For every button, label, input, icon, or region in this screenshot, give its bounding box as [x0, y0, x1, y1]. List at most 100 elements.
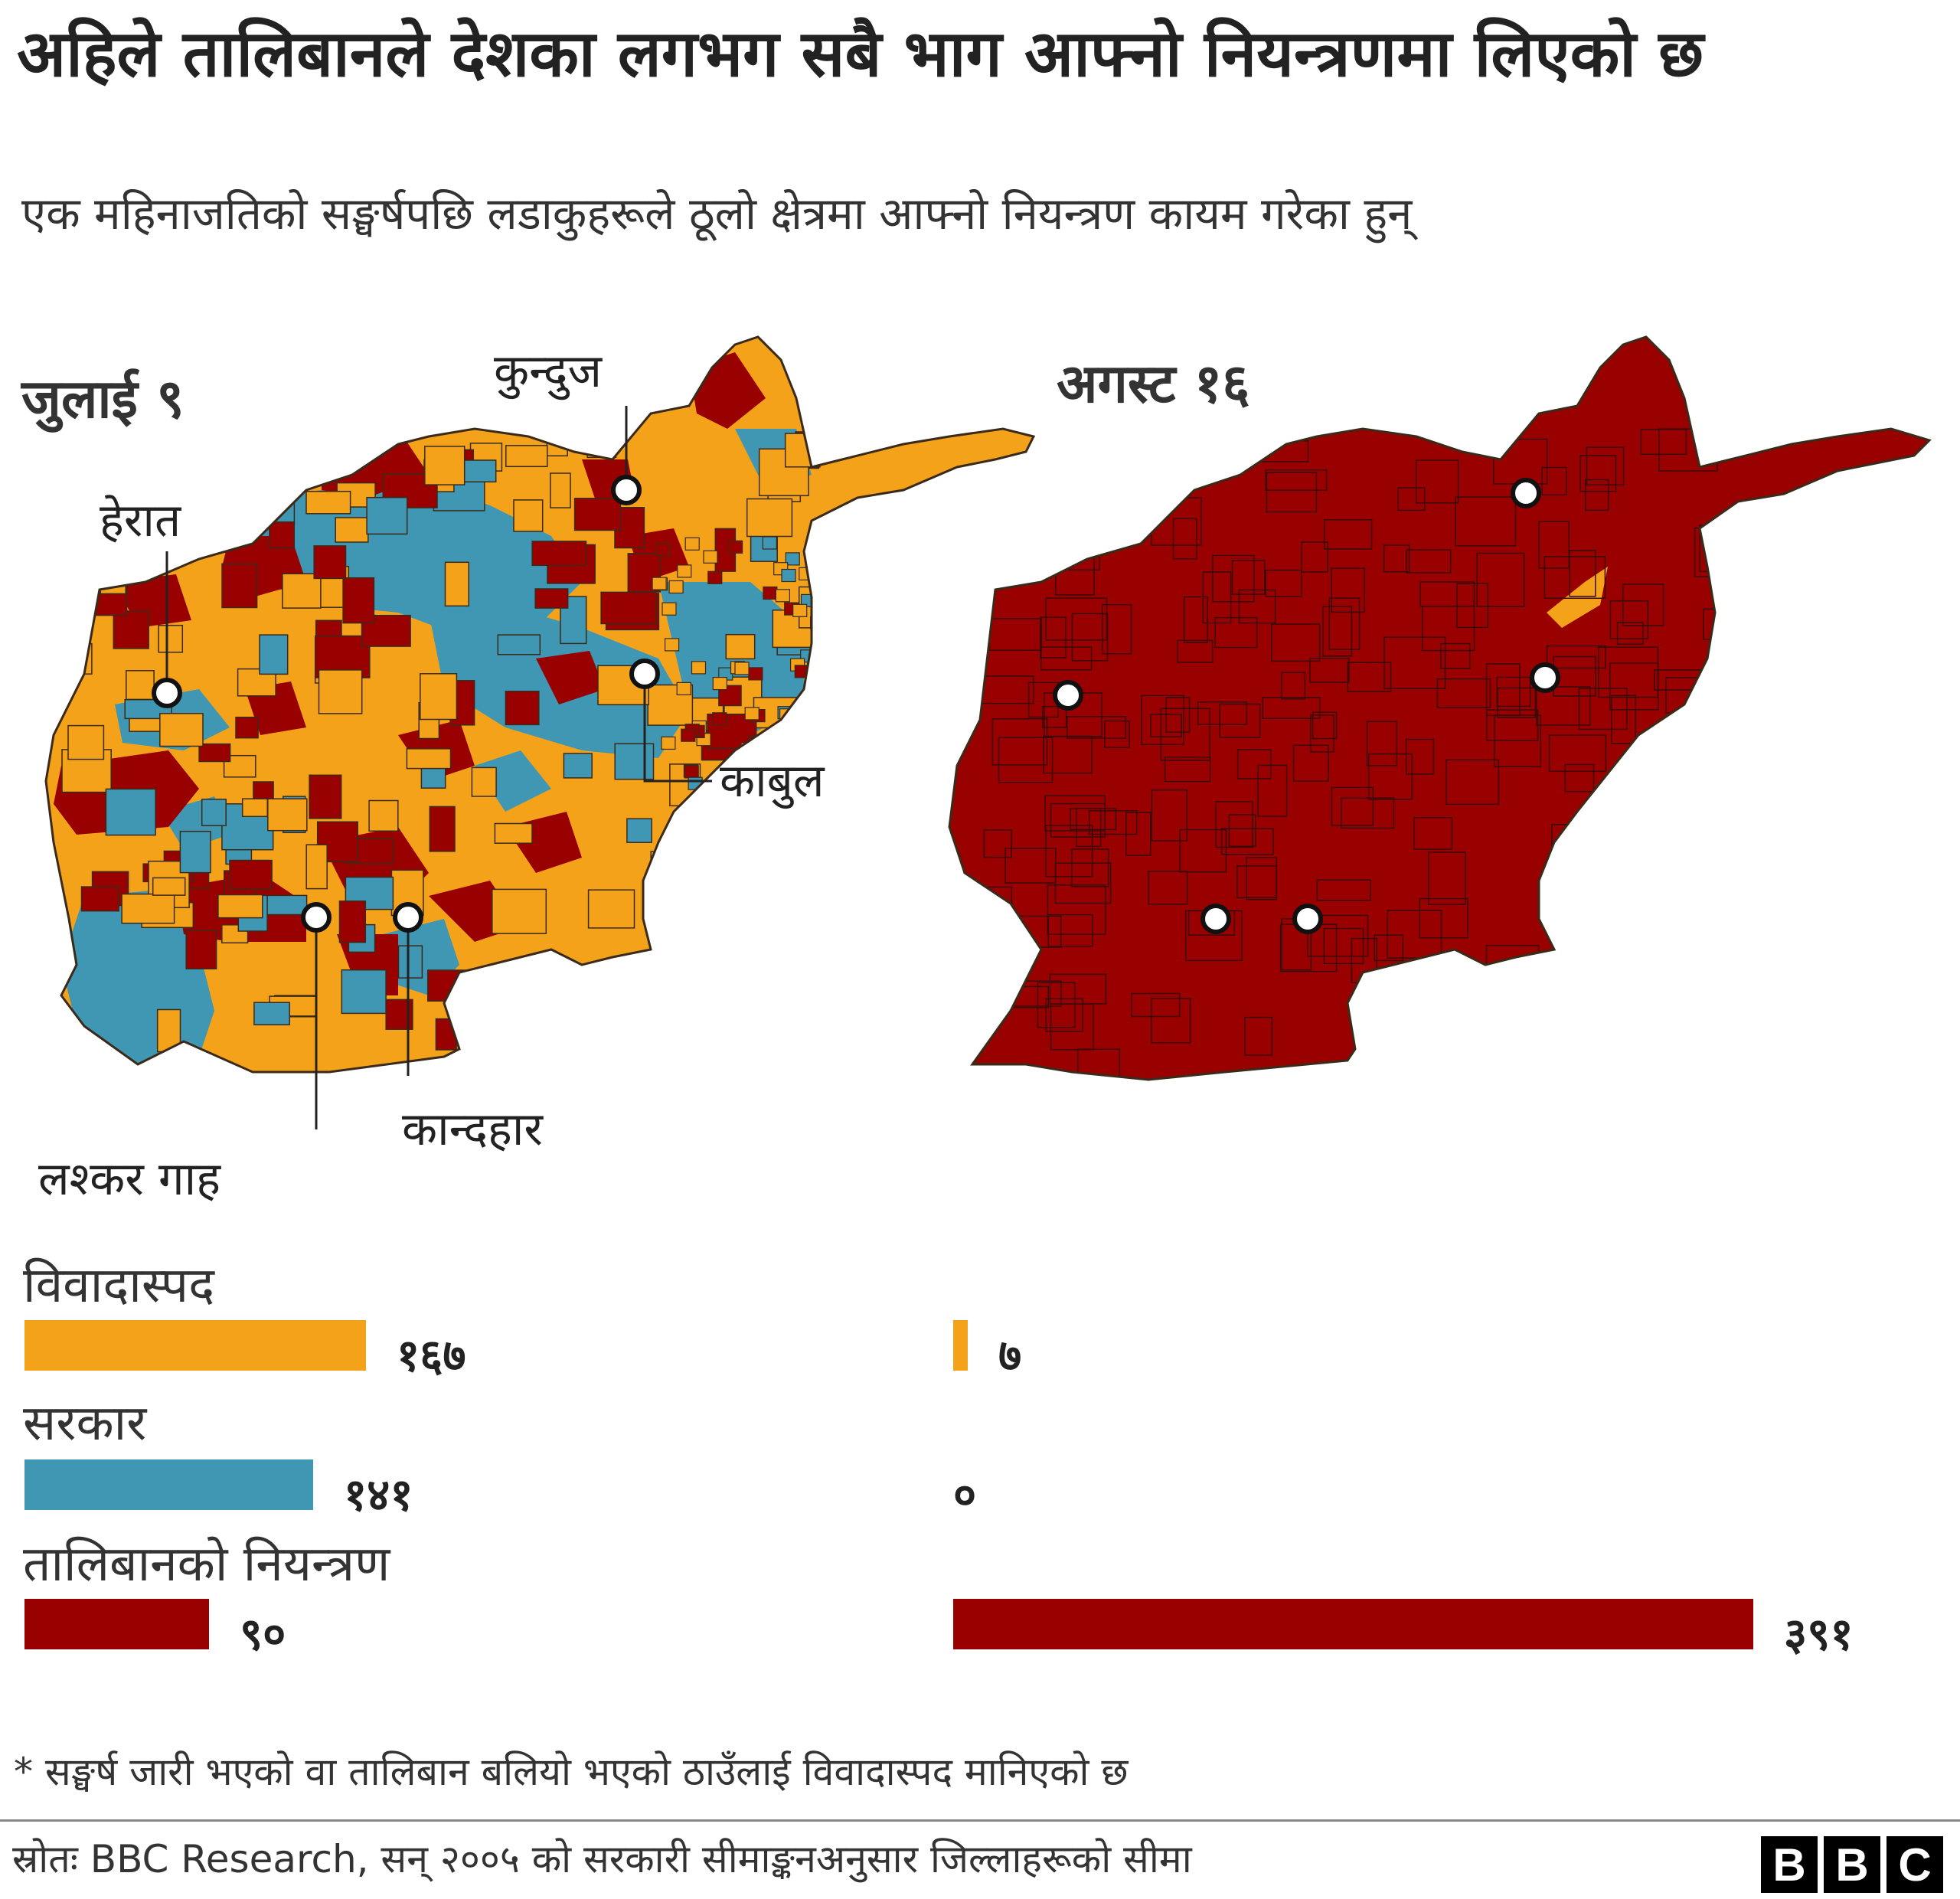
district-cell: [1023, 530, 1056, 569]
maps-svg: कुन्दुज हेरात काबुल कान्दहार लश्कर गाह: [38, 335, 1931, 1206]
district-cell: [1413, 816, 1453, 850]
district-cell: [1024, 441, 1086, 474]
district-cell: [1546, 645, 1606, 669]
district-cell: [662, 602, 677, 616]
district-cell: [221, 563, 258, 609]
district-cell: [1078, 488, 1111, 536]
district-cell: [113, 610, 149, 649]
district-cell: [991, 469, 1052, 507]
district-cell: [1548, 734, 1607, 773]
district-cell: [803, 822, 831, 861]
value-july-government: १४१: [344, 1469, 413, 1521]
district-cell: [217, 894, 263, 919]
district-cell: [494, 822, 533, 844]
district-cell: [727, 540, 743, 554]
district-cell: [531, 541, 587, 567]
district-cell: [537, 989, 563, 1027]
district-cell: [803, 701, 856, 737]
district-cell: [1658, 1029, 1721, 1076]
district-cell: [1324, 519, 1373, 550]
bbc-logo-letter: B: [1761, 1836, 1818, 1893]
district-cell: [338, 900, 367, 943]
district-cell: [158, 624, 184, 653]
district-cell: [1665, 823, 1692, 845]
city-marker-kandahar-august: [1292, 904, 1323, 934]
district-cell: [684, 765, 699, 779]
district-cell: [424, 446, 466, 485]
district-cell: [696, 959, 746, 1001]
district-cell: [159, 713, 204, 747]
city-label-lashkar-gah: लश्कर गाह: [38, 1152, 221, 1206]
city-marker-kabul-august: [1530, 662, 1560, 693]
district-cell: [1148, 871, 1188, 905]
district-cell: [1214, 616, 1258, 649]
district-cell: [655, 543, 671, 557]
district-cell: [808, 572, 824, 586]
district-cell: [1584, 479, 1609, 512]
district-cell: [1124, 470, 1158, 515]
district-cell: [1104, 720, 1130, 748]
district-cell: [1459, 1048, 1496, 1080]
district-cell: [1265, 569, 1302, 597]
district-cell: [1419, 897, 1468, 939]
district-cell: [722, 834, 769, 881]
district-cell: [1579, 455, 1617, 492]
district-cell: [684, 537, 700, 551]
district-cell: [109, 469, 137, 497]
district-cell: [1564, 763, 1595, 793]
district-cell: [1323, 927, 1364, 965]
bbc-logo-letter: C: [1886, 1836, 1943, 1893]
district-cell: [1271, 623, 1321, 662]
district-cell: [180, 458, 235, 506]
city-marker-lashkar-gah: [301, 902, 332, 933]
district-cell: [648, 1020, 674, 1053]
district-cell: [140, 437, 190, 456]
district-cell: [1322, 606, 1353, 657]
district-cell: [668, 580, 684, 594]
district-cell: [263, 894, 308, 916]
district-cell: [694, 877, 737, 923]
district-cell: [171, 428, 215, 449]
district-cell: [1436, 678, 1491, 708]
district-cell: [427, 969, 472, 1002]
district-cell: [1037, 982, 1076, 1028]
legend-label-taliban: तालिबानको नियन्त्रण: [23, 1536, 390, 1593]
district-cell: [1661, 936, 1715, 967]
chart-subtitle: एक महिनाजतिको सङ्घर्षपछि लडाकुहरूले ठूलो…: [21, 188, 1413, 240]
map-july: [46, 337, 1034, 1072]
footnote: * सङ्घर्ष जारी भएको वा तालिबान बलियो भएक…: [14, 1750, 1129, 1794]
district-cell: [1406, 549, 1452, 574]
district-cell: [121, 893, 175, 924]
district-cell: [1054, 862, 1112, 904]
district-cell: [1608, 786, 1642, 819]
district-cell: [588, 1002, 631, 1031]
district-cell: [563, 753, 593, 779]
district-cell: [1047, 914, 1093, 947]
district-cell: [1265, 469, 1328, 491]
district-cell: [712, 712, 727, 726]
district-cell: [1408, 974, 1466, 1009]
district-cell: [803, 720, 818, 734]
district-cell: [707, 570, 723, 584]
district-cell: [1071, 613, 1109, 662]
district-cell: [1301, 541, 1329, 573]
taliban-region: [536, 651, 605, 704]
district-cell: [185, 930, 217, 969]
district-cell: [342, 577, 375, 624]
district-cell: [267, 798, 308, 832]
chart-title: अहिले तालिबानले देशका लगभग सबै भाग आफ्नो…: [17, 16, 1704, 91]
district-cell: [1045, 825, 1093, 878]
bbc-logo-letter: B: [1824, 1836, 1880, 1893]
district-cell: [1076, 807, 1102, 848]
value-july-contested: १६७: [397, 1329, 466, 1381]
map-title-july: जुलाई ९: [21, 368, 185, 430]
city-marker-kabul: [629, 659, 660, 689]
legend-label-government: सरकार: [23, 1395, 147, 1452]
district-cell: [1054, 524, 1108, 550]
district-cell: [198, 743, 231, 763]
district-cell: [368, 799, 399, 832]
district-cell: [1485, 663, 1521, 717]
district-cell: [727, 829, 761, 871]
district-cell: [661, 736, 676, 750]
district-cell: [1347, 662, 1392, 692]
